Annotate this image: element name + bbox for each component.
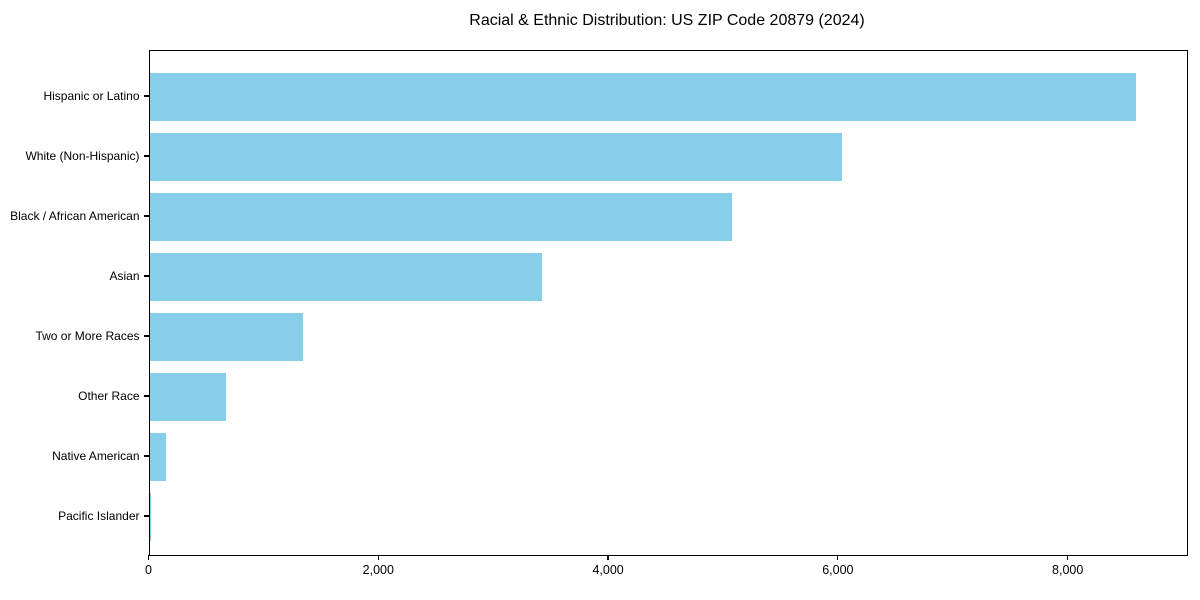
plot-area	[148, 50, 1188, 556]
y-tick-6	[143, 455, 149, 457]
bar-4	[149, 313, 304, 361]
bar-7	[149, 493, 151, 541]
x-tick-label-1: 2,000	[362, 563, 394, 577]
y-tick-label-5: Other Race	[78, 389, 140, 403]
x-tick-2	[607, 555, 609, 561]
y-tick-2	[143, 215, 149, 217]
bar-2	[149, 193, 733, 241]
chart-title: Racial & Ethnic Distribution: US ZIP Cod…	[469, 12, 865, 29]
x-tick-label-0: 0	[145, 563, 152, 577]
y-tick-label-7: Pacific Islander	[58, 509, 140, 523]
y-tick-label-1: White (Non-Hispanic)	[25, 149, 140, 163]
bar-5	[149, 373, 227, 421]
x-tick-1	[377, 555, 379, 561]
y-tick-4	[143, 335, 149, 337]
y-tick-label-4: Two or More Races	[35, 329, 140, 343]
x-tick-label-3: 6,000	[822, 563, 854, 577]
y-tick-0	[143, 95, 149, 97]
bar-0	[149, 73, 1137, 121]
y-tick-3	[143, 275, 149, 277]
x-tick-0	[147, 555, 150, 561]
x-tick-label-2: 4,000	[592, 563, 624, 577]
x-tick-3	[837, 555, 839, 561]
bar-6	[149, 433, 166, 481]
y-tick-label-3: Asian	[109, 269, 140, 283]
y-tick-label-6: Native American	[52, 449, 140, 463]
bar-1	[149, 133, 843, 181]
y-tick-label-0: Hispanic or Latino	[43, 89, 140, 103]
bars-layer	[149, 51, 1188, 555]
y-tick-7	[143, 515, 149, 517]
bar-3	[149, 253, 543, 301]
x-tick-4	[1067, 555, 1069, 561]
y-tick-label-2: Black / African American	[10, 209, 140, 223]
y-tick-1	[143, 155, 149, 157]
x-tick-label-4: 8,000	[1052, 563, 1084, 577]
y-tick-5	[143, 395, 149, 397]
